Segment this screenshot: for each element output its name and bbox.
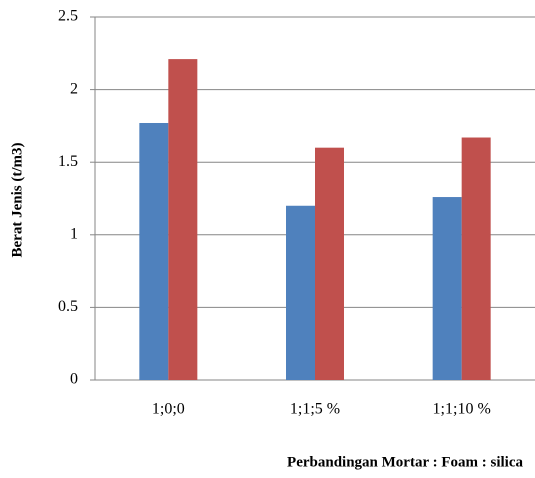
y-axis-title: Berat Jenis (t/m3): [9, 143, 25, 258]
bar: [315, 147, 344, 380]
x-tick-label: 1;1;5 %: [290, 401, 340, 418]
y-tick-label: 1: [70, 225, 78, 242]
bar: [461, 137, 491, 380]
y-tick-label: 2: [70, 80, 78, 97]
bar: [286, 205, 315, 380]
y-tick-label: 1.5: [58, 153, 78, 170]
y-tick-label: 0.5: [58, 298, 78, 315]
x-tick-label: 1;0;0: [152, 401, 185, 418]
bar: [168, 59, 198, 380]
y-tick-label: 0: [70, 371, 78, 388]
bar: [432, 197, 462, 380]
bar: [139, 122, 169, 380]
x-axis-title: Perbandingan Mortar : Foam : silica: [287, 454, 523, 470]
y-tick-label: 2.5: [58, 8, 78, 25]
x-tick-label: 1;1;10 %: [433, 401, 491, 418]
